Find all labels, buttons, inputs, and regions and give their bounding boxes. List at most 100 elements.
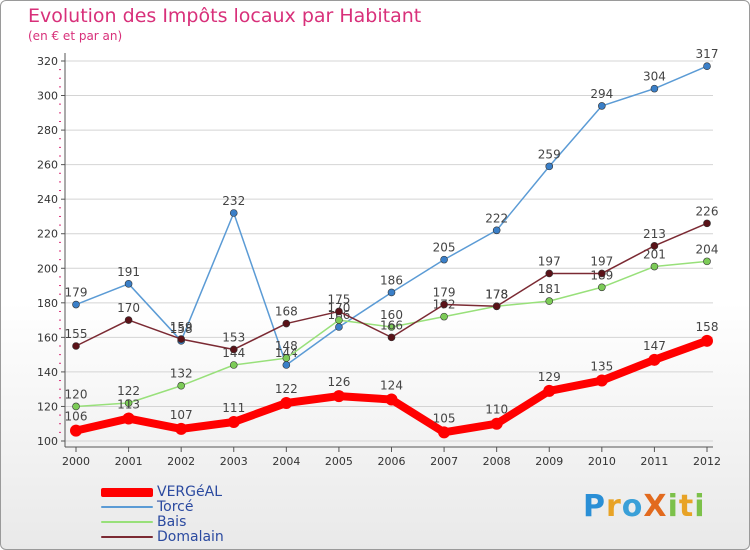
x-tick-label: 2000 (62, 455, 90, 468)
data-point (227, 416, 240, 428)
data-label: 179 (65, 286, 88, 300)
data-label: 317 (696, 47, 719, 61)
data-point (703, 257, 711, 266)
legend-swatch-vergeal (101, 488, 153, 497)
data-label: 160 (380, 308, 403, 322)
data-label: 105 (433, 411, 456, 425)
data-point (229, 209, 238, 217)
legend-item-domalain: Domalain (101, 529, 301, 545)
logo-letter: i (694, 489, 706, 524)
data-label: 175 (327, 292, 350, 306)
data-label: 168 (275, 305, 298, 319)
legend-label-torce: Torcé (157, 499, 194, 515)
data-label: 222 (485, 211, 508, 225)
x-tick-label: 2008 (483, 455, 511, 468)
data-label: 179 (433, 286, 456, 300)
data-point (177, 335, 185, 343)
data-label: 155 (65, 327, 88, 341)
y-tick-label: 140 (37, 366, 58, 379)
data-point (229, 361, 238, 369)
data-point (282, 319, 291, 328)
legend-swatch-torce (101, 506, 153, 508)
data-label: 304 (643, 70, 666, 84)
data-label: 129 (538, 370, 561, 384)
x-tick-label: 2004 (272, 455, 300, 468)
y-tick-label: 300 (37, 90, 58, 103)
y-tick-label: 120 (37, 400, 58, 413)
data-label: 197 (538, 254, 561, 268)
data-label: 113 (117, 398, 140, 412)
data-point (703, 62, 711, 70)
y-tick-label: 100 (37, 435, 58, 448)
data-label: 132 (170, 367, 193, 381)
x-tick-label: 2003 (220, 455, 248, 468)
data-point (335, 323, 343, 331)
data-point (598, 283, 606, 292)
legend-item-vergeal: VERGéAL (101, 484, 301, 500)
data-point (70, 424, 82, 437)
data-label: 148 (275, 339, 298, 353)
y-tick-label: 240 (37, 193, 58, 206)
data-label: 158 (696, 320, 719, 334)
data-label: 111 (222, 401, 245, 415)
legend-item-torce: Torcé (101, 499, 301, 515)
data-label: 178 (485, 287, 508, 301)
data-point (545, 162, 554, 171)
data-label: 144 (275, 346, 298, 360)
x-tick-label: 2006 (378, 455, 406, 468)
chart-title: Evolution des Impôts locaux par Habitant (28, 5, 422, 27)
legend-item-bais: Bais (101, 514, 301, 530)
x-tick-label: 2001 (115, 455, 143, 468)
data-label: 147 (643, 339, 666, 353)
data-label: 106 (65, 410, 88, 424)
legend-swatch-domalain (101, 536, 153, 538)
data-label: 201 (643, 248, 666, 262)
y-tick-label: 160 (37, 331, 58, 344)
data-point (492, 226, 501, 235)
data-point (490, 417, 503, 430)
logo-letter: X (643, 489, 668, 524)
y-tick-label: 180 (37, 297, 58, 310)
logo-letter: P (583, 489, 606, 524)
data-point (282, 354, 291, 362)
data-point (598, 102, 606, 110)
x-tick-label: 2007 (430, 455, 458, 468)
x-tick-label: 2010 (588, 455, 616, 468)
data-point (598, 269, 606, 278)
data-label: 197 (590, 254, 613, 268)
y-tick-label: 320 (37, 55, 58, 68)
x-tick-label: 2009 (535, 455, 563, 468)
data-label: 153 (222, 330, 245, 344)
data-label: 294 (590, 87, 613, 101)
data-point (492, 302, 501, 311)
data-point (387, 323, 396, 331)
data-label: 213 (643, 227, 666, 241)
legend-swatch-bais (101, 521, 153, 523)
data-label: 205 (433, 241, 456, 255)
data-point (650, 262, 659, 271)
data-point (545, 269, 554, 278)
data-point (440, 255, 448, 264)
data-label: 122 (275, 382, 298, 396)
data-point (124, 399, 133, 407)
data-label: 159 (170, 320, 193, 334)
data-point (175, 422, 188, 435)
data-point (440, 300, 448, 309)
data-point (701, 334, 713, 347)
data-point (335, 316, 343, 324)
data-label: 107 (170, 408, 193, 422)
legend-label-vergeal: VERGéAL (157, 484, 222, 500)
logo-letter: t (678, 489, 695, 524)
data-point (72, 342, 80, 350)
data-label: 120 (65, 387, 88, 401)
data-label: 259 (538, 147, 561, 161)
y-tick-label: 280 (37, 124, 58, 137)
data-point (545, 297, 554, 305)
data-point (648, 353, 661, 366)
data-point (650, 84, 659, 93)
proxiti-logo: ProXiti (583, 489, 706, 524)
data-point (387, 288, 396, 297)
data-label: 166 (380, 318, 403, 332)
